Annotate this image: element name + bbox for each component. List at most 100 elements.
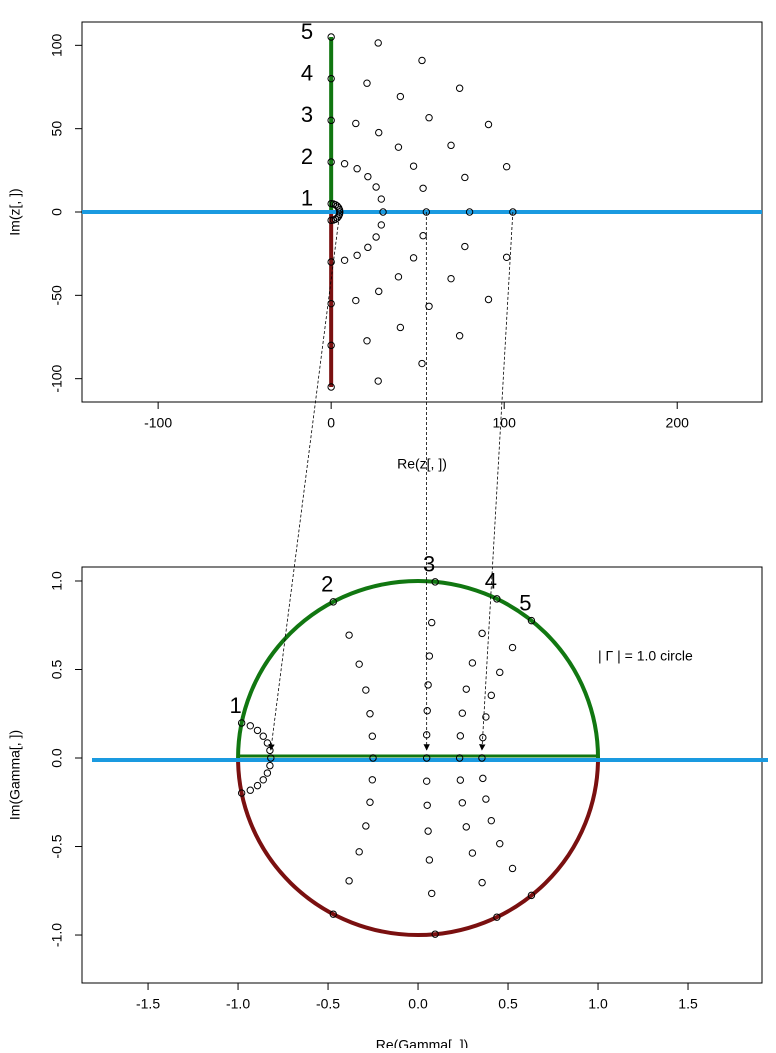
curve-label: 1 (230, 693, 242, 718)
point (497, 669, 503, 675)
y-tick-label: -1.0 (49, 923, 65, 947)
y-tick-label: 100 (49, 33, 65, 57)
point (448, 275, 454, 281)
point (463, 824, 469, 830)
point (410, 255, 416, 261)
point (448, 142, 454, 148)
point (426, 857, 432, 863)
point (260, 777, 266, 783)
reference-lines (82, 37, 762, 387)
point (369, 777, 375, 783)
point (457, 777, 463, 783)
x-axis-label: Re(z[, ]) (397, 456, 447, 472)
point (373, 234, 379, 240)
point (425, 682, 431, 688)
point (509, 644, 515, 650)
point (420, 185, 426, 191)
point (459, 710, 465, 716)
point (365, 244, 371, 250)
point (346, 632, 352, 638)
point (369, 733, 375, 739)
y-tick-label: 0.0 (49, 748, 65, 768)
point (457, 733, 463, 739)
point (264, 770, 270, 776)
point (469, 850, 475, 856)
curve-label: 5 (519, 590, 531, 615)
point (375, 378, 381, 384)
point (364, 80, 370, 86)
point (254, 782, 260, 788)
unit-circle-lower (238, 758, 598, 935)
point (346, 878, 352, 884)
point (376, 288, 382, 294)
point (378, 196, 384, 202)
point (456, 333, 462, 339)
point (497, 840, 503, 846)
point (254, 727, 260, 733)
curve-label: 2 (321, 572, 333, 597)
point (459, 800, 465, 806)
point (426, 303, 432, 309)
point (267, 762, 273, 768)
point (429, 890, 435, 896)
curve-label: 4 (485, 569, 497, 594)
point (429, 619, 435, 625)
y-tick-label: 1.0 (49, 571, 65, 591)
x-tick-label: 0.5 (498, 996, 518, 1012)
point (373, 184, 379, 190)
circle-annotation: | Γ | = 1.0 circle (598, 648, 693, 664)
point (463, 686, 469, 692)
y-tick-label: -100 (49, 364, 65, 392)
x-tick-label: 0 (327, 415, 335, 431)
point (395, 144, 401, 150)
point (503, 254, 509, 260)
point (397, 93, 403, 99)
point (264, 740, 270, 746)
point (488, 817, 494, 823)
x-tick-label: -1.5 (136, 996, 160, 1012)
point (419, 360, 425, 366)
point (247, 723, 253, 729)
point (483, 796, 489, 802)
point (425, 828, 431, 834)
curve-label: 4 (301, 60, 313, 85)
point (353, 120, 359, 126)
x-tick-label: 100 (493, 415, 517, 431)
y-tick-label: 50 (49, 121, 65, 137)
point (341, 257, 347, 263)
mapping-arrow (482, 212, 513, 750)
point (424, 802, 430, 808)
y-tick-label: -0.5 (49, 834, 65, 858)
curve-label: 1 (301, 185, 313, 210)
x-tick-label: 200 (666, 415, 690, 431)
point (341, 161, 347, 167)
y-tick-label: -50 (49, 285, 65, 305)
point (367, 799, 373, 805)
x-tick-label: -1.0 (226, 996, 250, 1012)
point (419, 57, 425, 63)
point (456, 85, 462, 91)
x-tick-label: 1.5 (678, 996, 698, 1012)
mapping-arrow (271, 212, 340, 750)
point (354, 252, 360, 258)
point (395, 274, 401, 280)
curve-label: 5 (301, 19, 313, 44)
point (353, 297, 359, 303)
point (378, 222, 384, 228)
point (364, 338, 370, 344)
point (356, 849, 362, 855)
point (356, 661, 362, 667)
point (260, 733, 266, 739)
point (267, 747, 273, 753)
point (485, 296, 491, 302)
unit-circle-upper (238, 581, 598, 758)
point (426, 115, 432, 121)
point (376, 129, 382, 135)
point (509, 865, 515, 871)
x-tick-label: -0.5 (316, 996, 340, 1012)
y-axis-label: Im(Gamma[, ]) (7, 730, 23, 820)
point (423, 778, 429, 784)
point (488, 692, 494, 698)
point (479, 630, 485, 636)
x-tick-label: 0.0 (408, 996, 428, 1012)
